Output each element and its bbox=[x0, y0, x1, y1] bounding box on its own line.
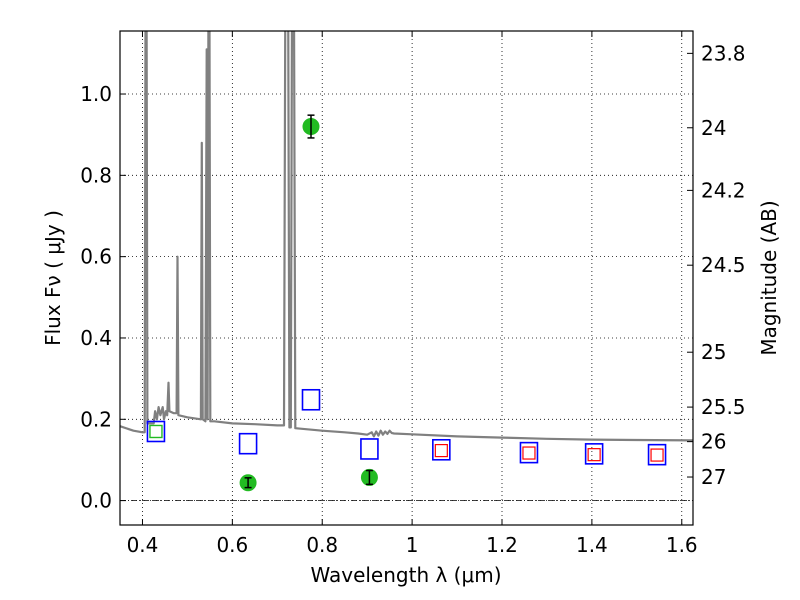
y-tick-label: 0.0 bbox=[80, 489, 112, 513]
magnitude-tick-label: 23.8 bbox=[701, 41, 746, 65]
magnitude-tick-label: 26 bbox=[701, 430, 726, 454]
upper-limit-marker bbox=[522, 446, 536, 460]
plot-area bbox=[120, 31, 693, 492]
plot-frame bbox=[119, 30, 694, 526]
y-tick-label: 0.8 bbox=[80, 163, 112, 187]
x-tick-label: 1.4 bbox=[576, 533, 608, 557]
model-photometry-marker bbox=[238, 432, 258, 455]
magnitude-tick-label: 24.2 bbox=[701, 178, 746, 202]
model-photometry-marker bbox=[360, 438, 379, 460]
magnitude-tick-label: 27 bbox=[701, 465, 726, 489]
x-axis-label: Wavelength λ (μm) bbox=[310, 563, 501, 587]
y-tick-label: 0.4 bbox=[80, 326, 112, 350]
x-tick-label: 1.6 bbox=[666, 533, 698, 557]
x-tick-label: 0.6 bbox=[216, 533, 248, 557]
model-spectrum-line bbox=[120, 31, 693, 442]
model-photometry-marker bbox=[584, 443, 604, 465]
x-tick-label: 0.8 bbox=[306, 533, 338, 557]
y2-axis-label: Magnitude (AB) bbox=[757, 200, 781, 355]
x-tick-label: 1 bbox=[406, 533, 419, 557]
magnitude-tick-label: 24 bbox=[701, 116, 726, 140]
y-tick-label: 1.0 bbox=[80, 82, 112, 106]
model-photometry-marker bbox=[301, 388, 321, 411]
upper-limit-marker bbox=[434, 443, 448, 458]
y-tick-label: 0.6 bbox=[80, 245, 112, 269]
upper-limit-marker bbox=[650, 448, 664, 462]
model-photometry-marker bbox=[432, 438, 451, 461]
model-photometry-marker bbox=[647, 443, 667, 466]
x-tick-label: 0.4 bbox=[127, 533, 159, 557]
model-photometry-marker bbox=[519, 441, 539, 464]
magnitude-tick-label: 25.5 bbox=[701, 395, 746, 419]
x-tick-label: 1.2 bbox=[486, 533, 518, 557]
magnitude-tick-label: 24.5 bbox=[701, 253, 746, 277]
model-photometry-marker bbox=[146, 420, 166, 443]
y-axis-label: Flux Fν ( μJy ) bbox=[41, 210, 65, 346]
upper-limit-marker bbox=[587, 448, 601, 462]
ticks: 0.4 0.6 0.8 1 1.2 1.4 1.6 0.0 0.2 0.4 0.6 0.8 1.0 23.… bbox=[80, 31, 746, 557]
y-tick-label: 0.2 bbox=[80, 407, 112, 431]
nondetection-marker bbox=[149, 424, 163, 439]
magnitude-tick-label: 25 bbox=[701, 340, 726, 364]
